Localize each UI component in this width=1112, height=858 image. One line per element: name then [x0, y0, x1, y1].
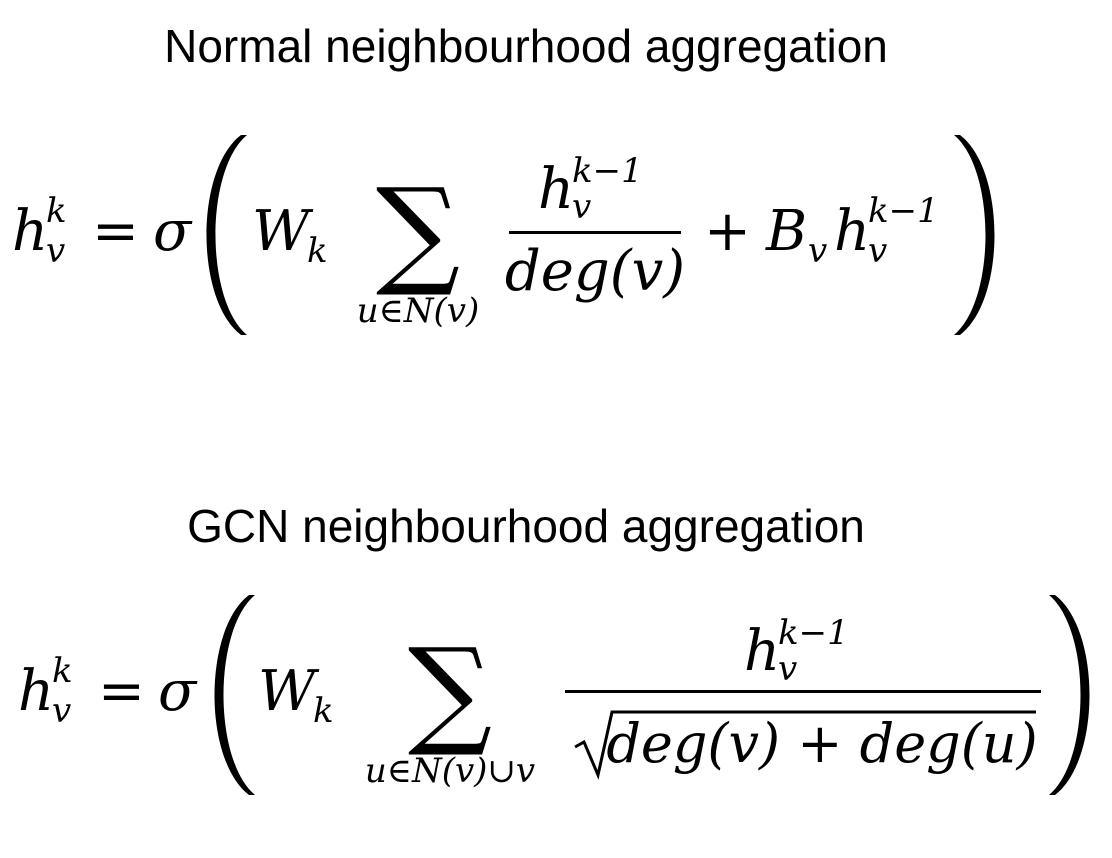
weight-w-k: W k: [252, 199, 328, 271]
weight-sub: k: [313, 691, 334, 731]
numerator-sup: k−1: [778, 613, 849, 653]
summation-symbol: ∑: [408, 622, 492, 760]
weight-w-k: W k: [258, 659, 334, 731]
left-paren: [206, 135, 247, 335]
lhs-base: h: [12, 199, 48, 264]
summation-index: u∈N(v)∪v: [365, 751, 535, 791]
equals-sign: =: [92, 199, 139, 264]
fraction-bar: [509, 231, 681, 234]
bias-b-v: B v: [765, 199, 827, 271]
bias-base: B: [765, 199, 807, 264]
lhs-base: h: [18, 659, 54, 724]
lhs-sup: k: [52, 651, 73, 691]
fraction-bar: [565, 690, 1041, 693]
lhs-sub: v: [46, 231, 65, 271]
left-paren: [214, 595, 255, 795]
sigma-activation: σ: [153, 199, 193, 264]
fraction-denominator: deg(v): [505, 239, 685, 304]
lhs-sup: k: [46, 191, 67, 231]
self-term-sup: k−1: [868, 191, 939, 231]
weight-sub: k: [307, 231, 328, 271]
lhs-sub: v: [52, 691, 71, 731]
lhs-h-v-k: h k v: [12, 191, 67, 271]
numerator-base: h: [744, 619, 780, 684]
numerator-sub: v: [778, 649, 797, 689]
numerator-sub: v: [572, 187, 591, 227]
equals-sign: =: [98, 659, 145, 724]
plus-sign: +: [704, 199, 751, 264]
fraction-numerator: h k−1 v: [744, 613, 849, 689]
square-root-sign: [574, 710, 1036, 780]
weight-base: W: [258, 659, 320, 724]
fraction-denominator: deg(v) + deg(u): [606, 712, 1037, 775]
summation-symbol: ∑: [376, 162, 460, 300]
self-term-sub: v: [868, 231, 887, 271]
numerator-sup: k−1: [572, 151, 643, 191]
bias-sub: v: [808, 231, 827, 271]
summation-index: u∈N(v): [357, 291, 480, 331]
fraction-numerator: h k−1 v: [538, 151, 643, 227]
self-term-h-v: h k−1 v: [834, 191, 939, 271]
formula-title-gcn: GCN neighbourhood aggregation: [187, 500, 865, 552]
formula-title-normal: Normal neighbourhood aggregation: [164, 20, 888, 72]
numerator-base: h: [538, 157, 574, 222]
right-paren: [954, 135, 995, 335]
lhs-h-v-k: h k v: [18, 651, 73, 731]
right-paren: [1049, 595, 1090, 795]
weight-base: W: [252, 199, 314, 264]
sigma-activation: σ: [158, 659, 198, 724]
self-term-base: h: [834, 199, 870, 264]
